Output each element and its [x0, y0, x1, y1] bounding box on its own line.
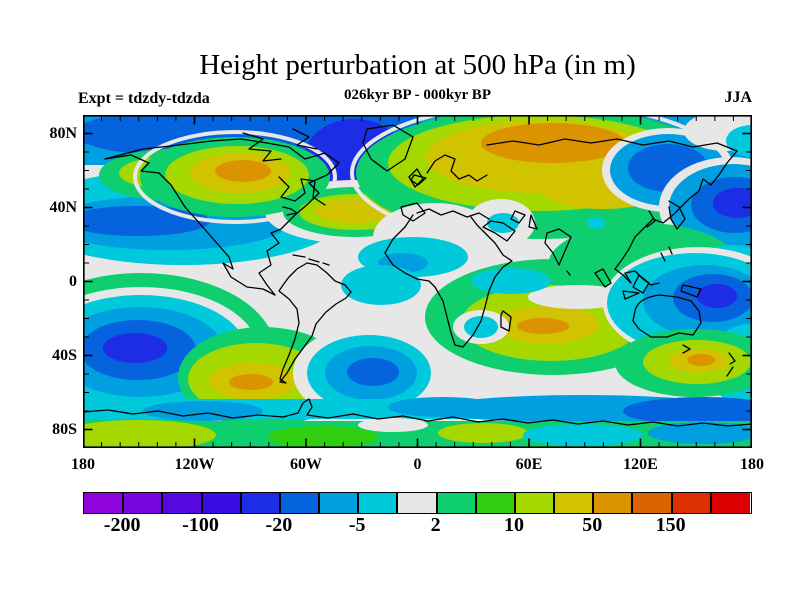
map-frame — [83, 115, 752, 448]
colorbar-tick-label: 10 — [503, 514, 524, 536]
colorbar-separator — [670, 493, 673, 513]
period-label: 026kyr BP - 000kyr BP — [344, 87, 491, 103]
lat-tick-label: 40N — [49, 198, 77, 216]
contour-map — [83, 115, 752, 448]
lon-tick-label: 180 — [740, 456, 764, 473]
colorbar-segment — [201, 493, 242, 513]
lat-tick-label: 80N — [49, 124, 77, 142]
axis-ticks — [84, 116, 751, 447]
colorbar-segment — [319, 493, 359, 513]
colorbar-tick-label: -20 — [265, 514, 293, 536]
colorbar-separator — [239, 493, 242, 513]
lat-tick-label: 40S — [52, 346, 77, 364]
colorbar — [83, 492, 752, 514]
colorbar-separator — [200, 493, 203, 513]
lon-tick-label: 120E — [623, 456, 658, 473]
colorbar-segment — [279, 493, 320, 513]
colorbar-separator — [435, 493, 438, 513]
colorbar-segment — [475, 493, 516, 513]
colorbar-tick-label: 150 — [655, 514, 686, 536]
colorbar-segment — [358, 493, 398, 513]
experiment-label: Expt = tdzdy-tdzda — [78, 90, 210, 107]
colorbar-tick-label: -200 — [103, 514, 141, 536]
lon-tick-label: 0 — [413, 456, 422, 473]
lon-tick-label: 120W — [174, 456, 215, 473]
colorbar-separator — [318, 493, 321, 513]
colorbar-segment — [554, 493, 594, 513]
contour-fill-blobs — [83, 115, 752, 448]
lat-tick-label: 80S — [52, 420, 77, 438]
colorbar-segment — [593, 493, 633, 513]
colorbar-separator — [161, 493, 164, 513]
colorbar-segment — [397, 493, 438, 513]
colorbar-separator — [474, 493, 477, 513]
colorbar-segment — [514, 493, 555, 513]
colorbar-separator — [592, 493, 595, 513]
colorbar-separator — [357, 493, 360, 513]
colorbar-segment — [84, 493, 124, 513]
lat-tick-label: 0 — [69, 272, 77, 290]
plot-title: Height perturbation at 500 hPa (in m) — [199, 49, 636, 81]
colorbar-segment — [710, 493, 751, 513]
colorbar-separator — [631, 493, 634, 513]
colorbar-segment — [671, 493, 712, 513]
coastlines — [83, 124, 752, 427]
season-label: JJA — [724, 89, 752, 106]
lon-tick-label: 60W — [290, 456, 322, 473]
colorbar-separator — [278, 493, 281, 513]
colorbar-segment — [632, 493, 673, 513]
colorbar-separator — [396, 493, 399, 513]
colorbar-separator — [709, 493, 712, 513]
lon-tick-label: 60E — [515, 456, 543, 473]
map-plot-area — [83, 115, 752, 448]
colorbar-segment — [123, 493, 163, 513]
colorbar-tick-label: 2 — [430, 514, 441, 536]
lon-tick-label: 180 — [71, 456, 95, 473]
colorbar-segment — [240, 493, 281, 513]
colorbar-separator — [553, 493, 556, 513]
colorbar-tick-label: -100 — [182, 514, 219, 536]
colorbar-tick-label: 50 — [582, 514, 603, 536]
colorbar-segment — [162, 493, 203, 513]
colorbar-tick-label: -5 — [348, 514, 366, 536]
colorbar-separator — [122, 493, 125, 513]
colorbar-segment — [436, 493, 477, 513]
colorbar-separator — [513, 493, 516, 513]
